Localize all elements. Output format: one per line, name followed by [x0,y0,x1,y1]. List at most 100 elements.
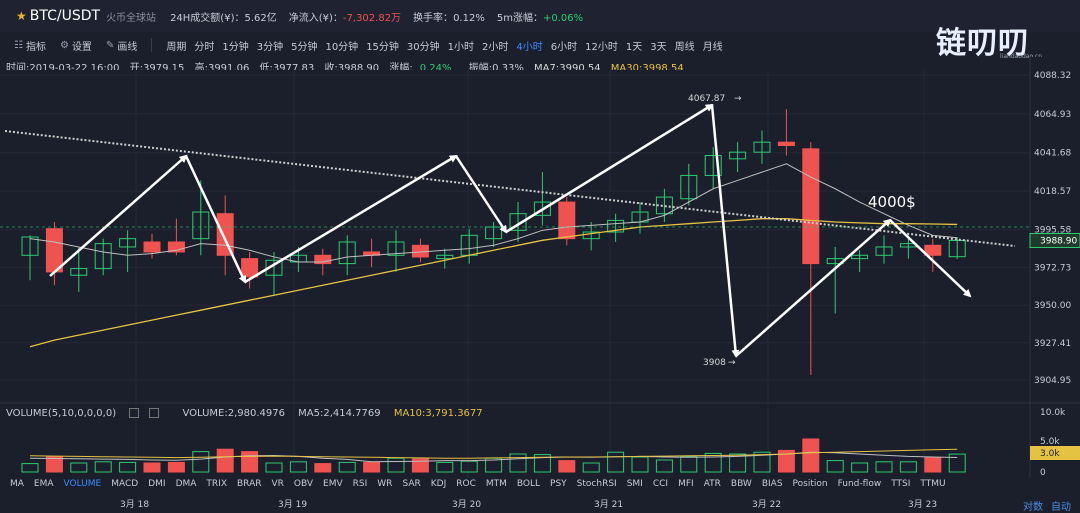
period-1[interactable]: 1分钟 [222,41,249,53]
indicator-tab-10[interactable]: EMV [323,479,343,489]
volume-bar-10 [265,462,283,473]
indicator-tab-25[interactable]: BIAS [761,479,783,489]
volume-bar-31 [777,449,795,473]
candle-body-4 [119,238,137,248]
indicator-tab-29[interactable]: TTMU [920,479,946,489]
candle-body-24 [607,219,625,233]
gear-icon: ⚙ [59,39,69,51]
volume-bar-14 [363,461,381,473]
indicator-tab-8[interactable]: VR [271,479,284,489]
trading-pair[interactable]: BTC/USDT [29,8,101,24]
volume-value: VOLUME:2,980.4976 [182,408,285,419]
indicator-button[interactable]: ☷ 指标 [14,39,46,53]
volume-title: VOLUME(5,10,0,0,0,0) [6,408,169,419]
favorite-star-icon[interactable]: ★ [16,9,27,23]
price-axis-label-1: 4064.93 [1034,110,1071,120]
volume-24h: 24H成交额(¥)：5.62亿 [170,12,277,24]
volume-settings-icon[interactable] [129,408,140,418]
candle-body-22 [558,201,576,240]
candle-body-1 [45,228,63,273]
volume-current-label: 3.0k [1040,449,1060,459]
volume-bar-18 [460,460,478,473]
indicator-tab-11[interactable]: RSI [352,479,368,489]
candle-body-31 [777,141,795,147]
candle-high: 高:3991.06 [194,63,250,74]
candle-body-32 [802,148,820,265]
period-11[interactable]: 12小时 [585,41,618,53]
auto-scale-button[interactable]: 自动 [1051,502,1071,513]
indicator-tab-9[interactable]: OBV [293,479,314,489]
volume-ma10: MA10:3,791.3677 [393,408,483,419]
indicator-tab-19[interactable]: StochRSI [576,479,617,489]
period-8[interactable]: 2小时 [482,41,509,53]
indicator-tab-21[interactable]: CCI [652,479,669,489]
low-annotation-arrow: → [728,358,736,368]
dotted-trend-line [4,130,1016,247]
period-9[interactable]: 4小时 [516,41,543,53]
volume-bar-2 [70,462,88,473]
period-3[interactable]: 5分钟 [291,41,318,53]
volume-bar-36 [899,461,917,473]
indicator-tab-1[interactable]: EMA [33,479,54,489]
indicator-tab-23[interactable]: ATR [703,479,721,489]
indicator-tab-7[interactable]: BRAR [237,479,262,489]
indicator-tab-4[interactable]: DMI [148,479,166,489]
ma30-line [29,218,958,348]
price-axis-label-4: 3995.58 [1034,225,1071,235]
indicator-tab-18[interactable]: PSY [550,479,567,489]
indicator-tab-6[interactable]: TRIX [206,479,227,489]
draw-line-button[interactable]: ✎ 画线 [105,39,138,53]
candle-body-3 [94,243,112,270]
period-14[interactable]: 周线 [674,41,695,53]
indicator-tab-17[interactable]: BOLL [516,479,541,489]
settings-button[interactable]: ⚙ 设置 [59,39,92,53]
indicator-tab-2[interactable]: VOLUME [63,479,102,489]
volume-bar-32 [802,438,820,473]
candle-body-30 [753,141,771,153]
volume-close-icon[interactable] [149,408,160,418]
period-4[interactable]: 10分钟 [325,41,359,53]
period-6[interactable]: 30分钟 [406,41,440,53]
analysis-arrow-0 [49,154,188,277]
period-10[interactable]: 6小时 [550,41,578,53]
indicator-tab-28[interactable]: TTSI [891,479,911,489]
indicator-tab-15[interactable]: ROC [456,479,476,489]
indicator-tab-14[interactable]: KDJ [430,479,447,489]
volume-axis-label-0: 10.0k [1040,408,1066,418]
volume-bar-33 [826,460,844,473]
indicator-tab-12[interactable]: WR [377,479,393,489]
indicator-tab-24[interactable]: BBW [730,479,752,489]
period-12[interactable]: 1天 [625,41,643,53]
price-axis-label-7: 3927.41 [1034,339,1071,349]
ma30-value: MA30:3998.54 [610,63,684,74]
volume-bar-9 [241,451,259,473]
volume-bar-28 [704,452,722,473]
indicator-tab-5[interactable]: DMA [175,479,197,489]
candle-body-10 [265,259,283,276]
indicator-tab-13[interactable]: SAR [402,479,421,489]
period-7[interactable]: 1小时 [447,41,475,53]
candle-body-5 [143,241,161,253]
indicator-tab-22[interactable]: MFI [678,479,694,489]
period-5[interactable]: 15分钟 [366,41,399,53]
indicator-tab-0[interactable]: MA [10,479,24,489]
period-13[interactable]: 3天 [650,41,667,53]
indicator-tab-16[interactable]: MTM [485,479,507,489]
indicator-icon: ☷ [14,39,23,51]
period-2[interactable]: 3分钟 [256,41,284,53]
candle-body-12 [314,254,332,265]
indicator-tab-26[interactable]: Position [792,479,828,489]
candle-body-27 [680,174,698,200]
volume-bars [21,438,966,473]
current-price-label: 3988.90 [1040,236,1077,246]
market-header: ★ BTC/USDT 火币全球站 24H成交额(¥)：5.62亿 净流入(¥)：… [0,0,1080,32]
volume-bar-38 [948,453,966,473]
period-list: 分时 1分钟 3分钟 5分钟 10分钟 15分钟 30分钟 1小时 2小时 4小时 6小时 12小时 1… [186,38,722,53]
indicator-tab-20[interactable]: SMI [626,479,643,489]
period-15[interactable]: 月线 [702,41,723,53]
log-scale-button[interactable]: 对数 [1023,502,1043,513]
indicator-tab-3[interactable]: MACD [111,479,139,489]
indicator-tab-27[interactable]: Fund-flow [837,479,882,489]
period-0[interactable]: 分时 [194,41,215,53]
